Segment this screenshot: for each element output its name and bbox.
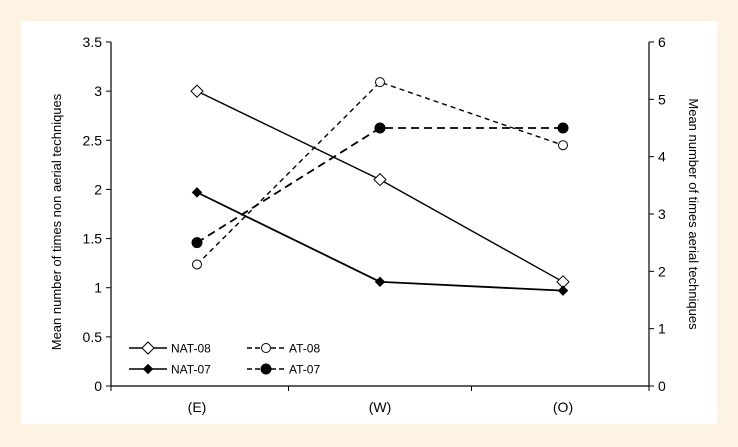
legend-label-at-07: AT-07 <box>289 363 320 377</box>
right-tick-label: 6 <box>658 34 666 50</box>
ticks: 0 0.5 1 1.5 2 2.5 3 3.5 0 1 2 3 4 5 6 (E) (W) (O) <box>83 34 666 415</box>
legend-marker-at-07 <box>260 363 272 375</box>
series-line-nat-08 <box>196 90 564 283</box>
right-tick-label: 2 <box>658 263 666 279</box>
left-tick-label: 0 <box>94 378 102 394</box>
left-tick-label: 2 <box>94 181 102 197</box>
x-tick-label: (W) <box>369 399 392 415</box>
left-tick-label: 3.5 <box>83 34 103 50</box>
y-axis-title-left: Mean number of times non aerial techniqu… <box>49 93 64 350</box>
series-line-at-08 <box>196 81 564 265</box>
left-tick-label: 1.5 <box>83 231 103 247</box>
legend-item-at-07: AT-07 <box>247 363 320 377</box>
data-point-nat-08 <box>373 172 387 187</box>
legend-label-at-08: AT-08 <box>289 342 320 356</box>
data-point-at-07 <box>191 237 203 249</box>
data-point-at-08 <box>192 259 202 270</box>
chart-frame: 0 0.5 1 1.5 2 2.5 3 3.5 0 1 2 3 4 5 6 (E) (W) (O) Mean nu… <box>21 21 717 424</box>
left-tick-label: 0.5 <box>83 329 103 345</box>
data-point-nat-08 <box>190 84 204 98</box>
legend-item-nat-07: NAT-07 <box>129 363 211 377</box>
legend-marker-nat-08 <box>141 341 155 355</box>
legend-label-nat-08: NAT-08 <box>171 342 211 356</box>
y-axis-title-right: Mean number of times aerial techniques <box>686 98 701 330</box>
legend-label-nat-07: NAT-07 <box>171 363 211 377</box>
legend-marker-nat-07 <box>142 363 154 375</box>
axes <box>110 42 650 387</box>
right-tick-label: 0 <box>658 378 666 394</box>
data-point-at-07 <box>374 122 386 134</box>
line-chart: 0 0.5 1 1.5 2 2.5 3 3.5 0 1 2 3 4 5 6 (E) (W) (O) Mean nu… <box>49 34 701 415</box>
right-tick-label: 1 <box>658 321 666 337</box>
legend: NAT-08 NAT-07 AT-08 AT-07 <box>129 341 320 377</box>
data-point-at-07 <box>557 122 569 134</box>
data-point-nat-07 <box>191 187 203 198</box>
legend-item-at-08: AT-08 <box>247 342 320 356</box>
data-point-nat-07 <box>374 276 386 288</box>
left-tick-label: 3 <box>94 83 102 99</box>
data-point-at-08 <box>558 140 568 151</box>
data-point-nat-07 <box>557 285 569 296</box>
legend-item-nat-08: NAT-08 <box>129 341 211 356</box>
data-point-at-08 <box>375 77 385 88</box>
right-tick-label: 3 <box>658 206 666 222</box>
left-tick-label: 2.5 <box>83 132 103 148</box>
series-line-nat-07 <box>196 191 564 292</box>
x-tick-label: (O) <box>553 399 573 415</box>
legend-marker-at-08 <box>261 343 271 353</box>
x-tick-label: (E) <box>188 399 207 415</box>
series-lines <box>190 77 570 296</box>
right-tick-label: 4 <box>658 149 666 165</box>
left-tick-label: 1 <box>94 280 102 296</box>
right-tick-label: 5 <box>658 91 666 107</box>
